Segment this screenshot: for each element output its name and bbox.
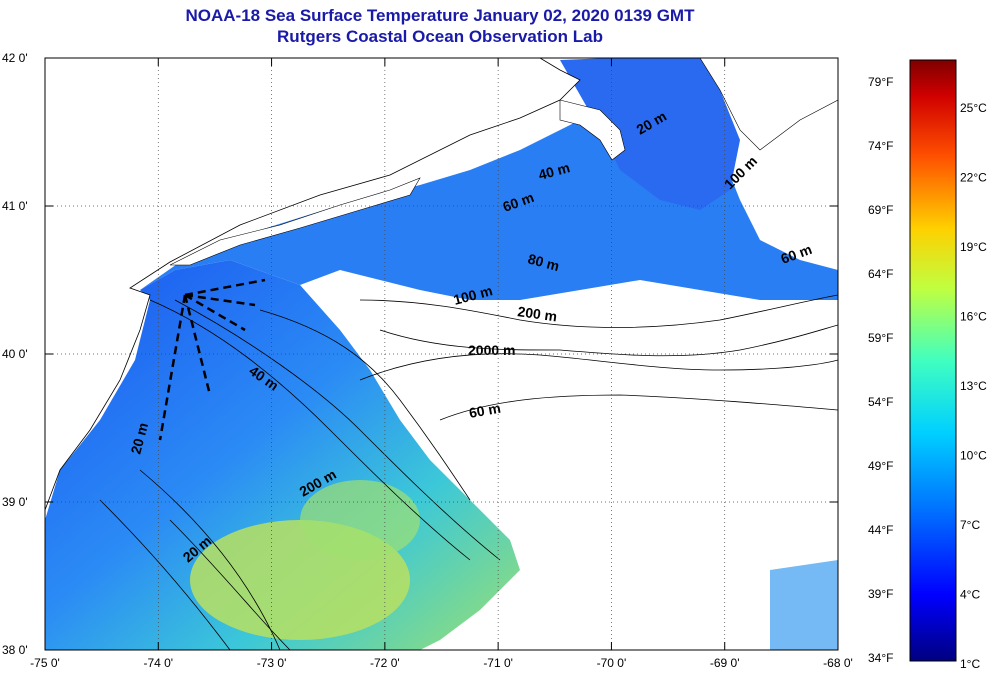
contour-label: 40 m [537,159,572,183]
colorbar-c-label: 1°C [960,657,980,671]
longitude-tick-label: -74 0' [143,656,173,670]
longitude-tick-label: -70 0' [597,656,627,670]
colorbar-c-label: 16°C [960,310,987,324]
shipping-lanes [158,278,266,441]
sst-se-corner [770,560,838,650]
longitude-tick-label: -75 0' [30,656,60,670]
contour-label: 60 m [468,400,502,421]
colorbar-f-label: 54°F [868,395,893,409]
mainland-coast [45,58,581,511]
latitude-tick-label: 39 0' [2,495,28,509]
maine-coast [699,58,838,151]
colorbar-f-label: 39°F [868,587,893,601]
map-subtitle: Rutgers Coastal Ocean Observation Lab [277,27,603,46]
map-grid [45,58,838,650]
colorbar-f-label: 79°F [868,75,893,89]
colorbar-f-label: 74°F [868,139,893,153]
longitude-tick-label: -73 0' [257,656,287,670]
cape-cod [559,99,626,161]
colorbar-f-label: 59°F [868,331,893,345]
colorbar-f-label: 34°F [868,651,893,665]
colorbar-c-label: 19°C [960,240,987,254]
colorbar-f-label: 44°F [868,523,893,537]
axis-ticks [44,57,839,651]
colorbar [909,59,957,662]
colorbar-celsius-labels: 25°C 22°C 19°C 16°C 13°C 10°C 7°C 4°C 1°… [960,101,987,671]
isobaths [99,294,838,650]
longitude-tick-label: -71 0' [483,656,513,670]
contour-label: 80 m [526,250,561,274]
longitude-tick-label: -68 0' [823,656,853,670]
colorbar-c-label: 25°C [960,101,987,115]
colorbar-fahrenheit-labels: 79°F 74°F 69°F 64°F 59°F 54°F 49°F 44°F … [868,75,893,665]
latitude-tick-label: 41 0' [2,199,28,213]
latitude-tick-label: 40 0' [2,347,28,361]
latitude-tick-label: 38 0' [2,643,28,657]
colorbar-c-label: 4°C [960,588,980,602]
contour-label: 20 m [127,421,151,456]
sst-gulf-of-maine [560,58,740,210]
latitude-tick-label: 42 0' [2,51,28,65]
colorbar-c-label: 7°C [960,518,980,532]
longitude-tick-label: -69 0' [710,656,740,670]
colorbar-f-label: 69°F [868,203,893,217]
contour-label: 2000 m [468,342,515,358]
warm-patch [300,480,420,560]
map-title: NOAA-18 Sea Surface Temperature January … [185,6,695,25]
sst-shelf-south [45,260,520,650]
longitude-tick-label: -72 0' [370,656,400,670]
contour-labels: 20 m 40 m 60 m 100 m 60 m 20 m 40 m 80 m… [127,108,814,566]
colorbar-f-label: 49°F [868,459,893,473]
longitude-axis: -75 0' -74 0' -73 0' -72 0' -71 0' -70 0… [30,656,853,670]
colorbar-c-label: 22°C [960,171,987,185]
colorbar-c-label: 10°C [960,449,987,463]
latitude-axis: 42 0' 41 0' 40 0' 39 0' 38 0' [2,51,28,657]
colorbar-f-label: 64°F [868,267,893,281]
colorbar-c-label: 13°C [960,379,987,393]
long-island [169,177,421,266]
contour-label: 200 m [517,303,559,324]
